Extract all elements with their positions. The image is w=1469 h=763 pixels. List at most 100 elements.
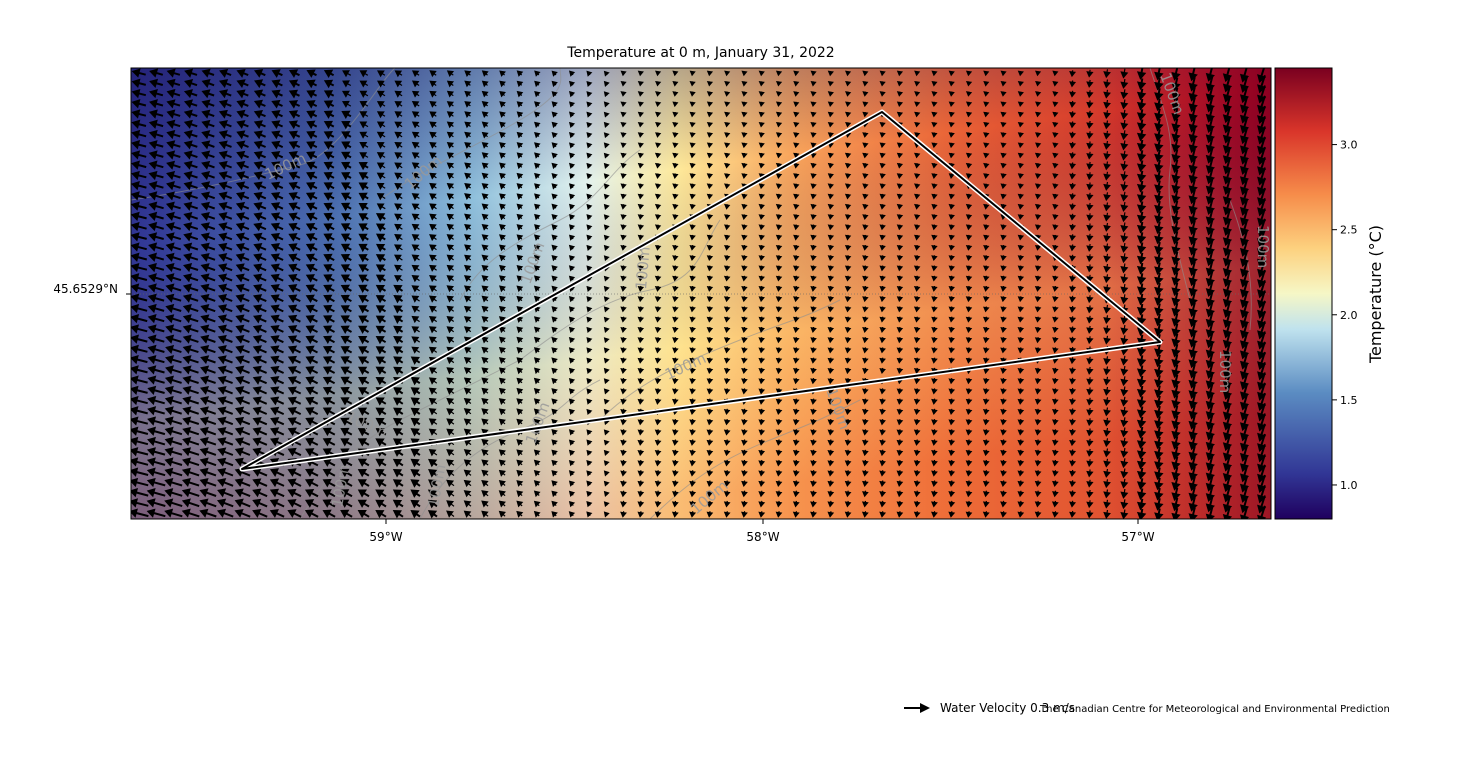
velocity-arrow bbox=[1086, 254, 1094, 263]
velocity-arrow bbox=[429, 275, 437, 283]
velocity-arrow bbox=[358, 336, 370, 345]
velocity-arrow bbox=[810, 419, 817, 426]
velocity-arrow bbox=[1120, 99, 1129, 110]
velocity-arrow bbox=[410, 479, 421, 488]
velocity-arrow bbox=[741, 357, 748, 364]
velocity-arrow bbox=[182, 426, 200, 436]
velocity-arrow bbox=[1017, 316, 1025, 323]
velocity-arrow bbox=[896, 111, 904, 118]
velocity-arrow bbox=[481, 408, 489, 416]
velocity-arrow bbox=[1052, 173, 1059, 179]
velocity-arrow bbox=[862, 306, 869, 313]
velocity-arrow bbox=[358, 356, 370, 365]
velocity-arrow bbox=[270, 417, 285, 426]
velocity-arrow bbox=[1069, 172, 1077, 180]
velocity-arrow bbox=[534, 91, 541, 98]
velocity-arrow bbox=[322, 397, 336, 406]
velocity-arrow bbox=[218, 79, 232, 88]
velocity-arrow bbox=[340, 182, 352, 191]
velocity-arrow bbox=[429, 121, 437, 129]
velocity-arrow bbox=[551, 408, 558, 416]
velocity-arrow bbox=[948, 214, 955, 220]
velocity-arrow bbox=[637, 121, 644, 128]
velocity-arrow bbox=[706, 224, 714, 231]
velocity-arrow bbox=[758, 193, 765, 200]
velocity-arrow bbox=[534, 101, 541, 108]
velocity-arrow bbox=[1069, 480, 1077, 488]
velocity-arrow bbox=[427, 499, 438, 509]
velocity-arrow bbox=[793, 337, 800, 344]
velocity-arrow bbox=[1000, 234, 1007, 241]
velocity-arrow bbox=[131, 365, 148, 375]
velocity-arrow bbox=[131, 181, 147, 191]
velocity-arrow bbox=[446, 367, 455, 375]
velocity-arrow bbox=[199, 508, 217, 518]
velocity-arrow bbox=[948, 285, 955, 292]
velocity-arrow bbox=[217, 416, 234, 426]
velocity-arrow bbox=[164, 457, 183, 467]
velocity-arrow bbox=[982, 480, 990, 487]
velocity-arrow bbox=[672, 306, 679, 313]
velocity-arrow bbox=[723, 500, 731, 508]
velocity-arrow bbox=[741, 234, 748, 241]
velocity-arrow bbox=[931, 214, 938, 220]
velocity-arrow bbox=[896, 357, 904, 364]
velocity-arrow bbox=[862, 70, 869, 77]
velocity-arrow bbox=[948, 203, 955, 210]
velocity-arrow bbox=[323, 284, 335, 293]
velocity-arrow bbox=[983, 80, 990, 87]
velocity-arrow bbox=[516, 203, 524, 211]
velocity-arrow bbox=[551, 213, 558, 221]
velocity-arrow bbox=[446, 254, 455, 262]
velocity-arrow bbox=[411, 285, 420, 293]
velocity-arrow bbox=[131, 355, 148, 365]
velocity-arrow bbox=[410, 469, 421, 478]
velocity-arrow bbox=[149, 78, 164, 88]
velocity-arrow bbox=[1086, 428, 1094, 437]
velocity-arrow bbox=[235, 314, 250, 324]
velocity-arrow bbox=[342, 80, 352, 88]
velocity-arrow bbox=[741, 193, 748, 200]
velocity-arrow bbox=[131, 477, 149, 488]
velocity-arrow bbox=[827, 214, 835, 220]
colorbar-tick-label: 3.0 bbox=[1340, 139, 1358, 152]
velocity-arrow bbox=[533, 449, 541, 457]
velocity-arrow bbox=[793, 91, 800, 97]
velocity-arrow bbox=[568, 398, 576, 405]
velocity-arrow bbox=[270, 355, 284, 365]
velocity-arrow bbox=[724, 255, 731, 262]
velocity-arrow bbox=[758, 203, 765, 210]
velocity-arrow bbox=[896, 480, 904, 487]
velocity-arrow bbox=[931, 459, 938, 467]
velocity-arrow bbox=[689, 121, 696, 128]
velocity-arrow bbox=[201, 89, 215, 99]
velocity-arrow bbox=[948, 275, 955, 282]
velocity-arrow bbox=[569, 224, 576, 231]
velocity-arrow bbox=[218, 99, 232, 109]
velocity-arrow bbox=[533, 470, 541, 477]
velocity-arrow bbox=[965, 511, 973, 518]
velocity-arrow bbox=[1086, 325, 1094, 334]
velocity-arrow bbox=[810, 408, 817, 416]
velocity-arrow bbox=[931, 378, 938, 385]
velocity-arrow bbox=[499, 275, 506, 282]
velocity-arrow bbox=[166, 99, 181, 109]
velocity-arrow bbox=[758, 245, 765, 251]
velocity-arrow bbox=[827, 357, 835, 364]
velocity-arrow bbox=[1069, 234, 1077, 242]
velocity-arrow bbox=[551, 439, 558, 446]
velocity-arrow bbox=[322, 499, 336, 508]
velocity-arrow bbox=[1000, 111, 1007, 118]
velocity-arrow bbox=[1000, 490, 1007, 498]
velocity-arrow bbox=[200, 211, 216, 222]
velocity-arrow bbox=[689, 398, 696, 405]
velocity-arrow bbox=[792, 429, 800, 436]
velocity-arrow bbox=[166, 130, 181, 140]
velocity-arrow bbox=[1017, 70, 1024, 77]
velocity-arrow bbox=[896, 214, 904, 220]
velocity-arrow bbox=[879, 214, 886, 220]
velocity-arrow bbox=[287, 366, 302, 375]
velocity-arrow bbox=[499, 162, 506, 170]
velocity-arrow bbox=[879, 429, 886, 436]
velocity-arrow bbox=[375, 397, 387, 406]
